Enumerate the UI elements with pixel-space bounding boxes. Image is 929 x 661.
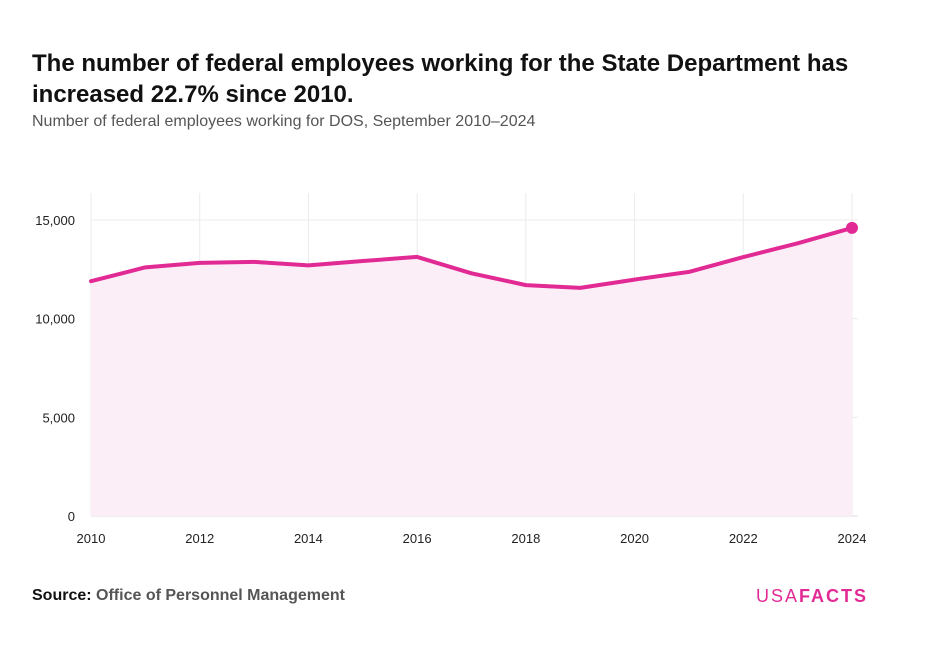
x-tick-label-4: 2018: [511, 531, 540, 546]
logo-bold: FACTS: [799, 586, 869, 606]
chart-subtitle: Number of federal employees working for …: [32, 113, 536, 130]
usafacts-logo: USAFACTS: [756, 586, 868, 607]
data-point-2024: [846, 221, 858, 234]
points-layer: [846, 221, 858, 234]
x-tick-label-7: 2024: [838, 531, 867, 546]
y-tick-label-1: 5,000: [42, 410, 75, 425]
source-label: Source:: [32, 587, 92, 604]
y-tick-label-0: 0: [68, 509, 75, 524]
y-tick-label-2: 10,000: [35, 312, 75, 327]
x-tick-label-2: 2014: [294, 531, 323, 546]
area-fill: [91, 227, 852, 516]
x-tick-label-1: 2012: [185, 531, 214, 546]
logo-light: USA: [756, 586, 800, 606]
x-tick-label-0: 2010: [77, 531, 106, 546]
chart-title: The number of federal employees working …: [32, 50, 849, 108]
series-line: [89, 225, 854, 290]
x-tick-label-6: 2022: [729, 531, 758, 546]
source-value: Office of Personnel Management: [96, 587, 345, 604]
x-tick-label-3: 2016: [403, 531, 432, 546]
y-tick-label-3: 15,000: [35, 213, 75, 228]
source-note: Source: Office of Personnel Management: [32, 587, 345, 605]
labels-layer: 2010 2012 2014 2016 2018 2020 2022 2024 0 5,000 10…: [35, 213, 866, 546]
x-tick-label-5: 2020: [620, 531, 649, 546]
